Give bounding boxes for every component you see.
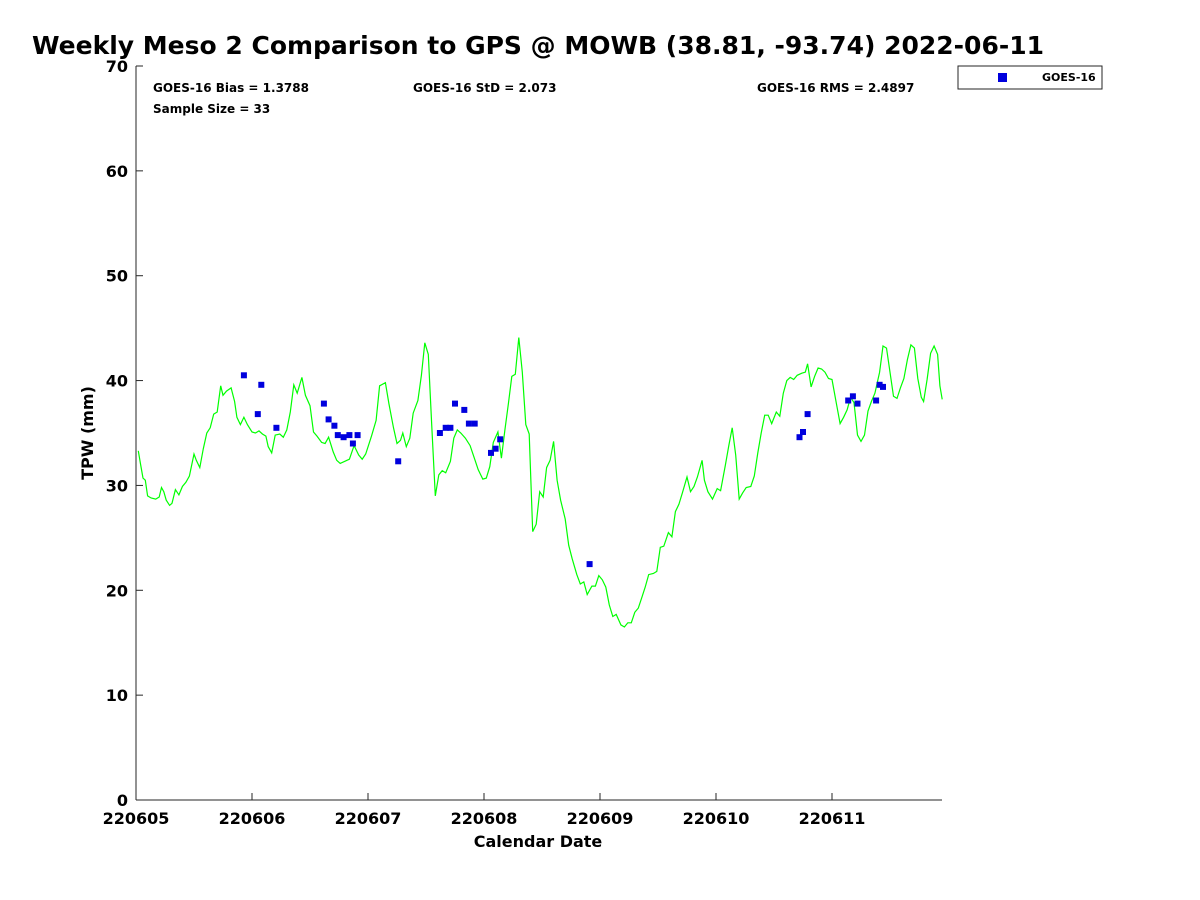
goes-16-point (461, 406, 468, 413)
y-tick-label: 20 (106, 581, 128, 600)
goes-16-point (876, 381, 883, 388)
bias-stat: GOES-16 Bias = 1.3788 (153, 81, 309, 95)
goes-16-point (331, 422, 338, 429)
legend: GOES-16 (957, 65, 1103, 90)
goes-16-point (254, 411, 261, 418)
goes-16-point (492, 445, 499, 452)
goes-16-point (325, 416, 332, 423)
goes-16-point (354, 432, 361, 439)
goes-16-point (471, 420, 478, 427)
legend-box (957, 65, 1103, 90)
goes-16-point (320, 400, 327, 407)
goes-16-point (880, 383, 886, 390)
x-tick-label: 220608 (451, 809, 518, 828)
goes-16-point (800, 429, 806, 435)
goes-16-point (447, 424, 454, 431)
goes-16-point (854, 400, 861, 407)
x-tick-label: 220610 (683, 809, 750, 828)
sample-size-stat: Sample Size = 33 (153, 102, 270, 116)
y-tick-label: 70 (106, 57, 128, 76)
goes-16-point (346, 432, 353, 439)
goes-16-point (804, 411, 811, 418)
goes-16-points (240, 372, 886, 568)
chart-title: Weekly Meso 2 Comparison to GPS @ MOWB (… (32, 31, 1044, 60)
x-tick-label: 220607 (335, 809, 402, 828)
y-tick-label: 30 (106, 476, 128, 495)
goes-16-point (273, 424, 280, 431)
legend-label-goes-16: GOES-16 (1042, 71, 1096, 84)
goes-16-point (442, 424, 449, 431)
goes-16-point (334, 432, 341, 439)
rms-stat: GOES-16 RMS = 2.4897 (757, 81, 914, 95)
y-tick-label: 10 (106, 686, 128, 705)
goes-16-point (465, 420, 472, 427)
goes-16-point (436, 430, 443, 436)
goes-16-point (258, 381, 265, 388)
plot-area (136, 66, 942, 800)
x-axis-label: Calendar Date (474, 832, 603, 851)
goes-16-point (796, 434, 803, 441)
goes-16-point (240, 372, 247, 379)
x-tick-label: 220609 (567, 809, 634, 828)
x-axis-ticks: 220605 220606 220607 220608 220609 220610 2206… (103, 793, 866, 828)
goes-16-point (845, 397, 852, 404)
y-tick-label: 50 (106, 267, 128, 286)
y-tick-label: 0 (117, 791, 128, 810)
goes-16-point (586, 561, 593, 568)
x-tick-label: 220611 (799, 809, 866, 828)
x-tick-label: 220606 (219, 809, 286, 828)
x-tick-label: 220605 (103, 809, 170, 828)
y-axis-ticks: 0 10 20 30 40 50 60 70 (106, 57, 143, 810)
y-tick-label: 60 (106, 162, 128, 181)
goes-16-point (849, 393, 856, 400)
goes-16-point (452, 400, 458, 407)
goes-16-point (349, 440, 356, 447)
gps-series-line (137, 337, 943, 628)
goes-16-point (340, 434, 347, 441)
goes-16-point (873, 397, 880, 404)
goes-16-point (395, 458, 402, 465)
y-tick-label: 40 (106, 372, 128, 391)
std-stat: GOES-16 StD = 2.073 (413, 81, 556, 95)
legend-marker-goes-16 (998, 73, 1007, 82)
goes-16-point (488, 449, 494, 456)
goes-16-point (497, 436, 504, 443)
y-axis-label: TPW (mm) (78, 386, 97, 480)
